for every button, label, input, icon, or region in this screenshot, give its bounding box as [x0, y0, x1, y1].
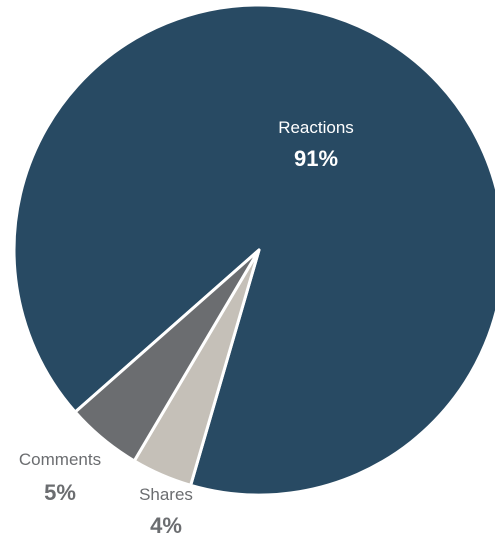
shares-label: Shares	[139, 485, 193, 504]
comments-label: Comments	[19, 450, 101, 469]
shares-value: 4%	[150, 513, 182, 536]
reactions-value: 91%	[294, 146, 338, 171]
comments-value: 5%	[44, 480, 76, 505]
pie-slices	[14, 5, 495, 495]
reactions-label: Reactions	[278, 118, 354, 137]
